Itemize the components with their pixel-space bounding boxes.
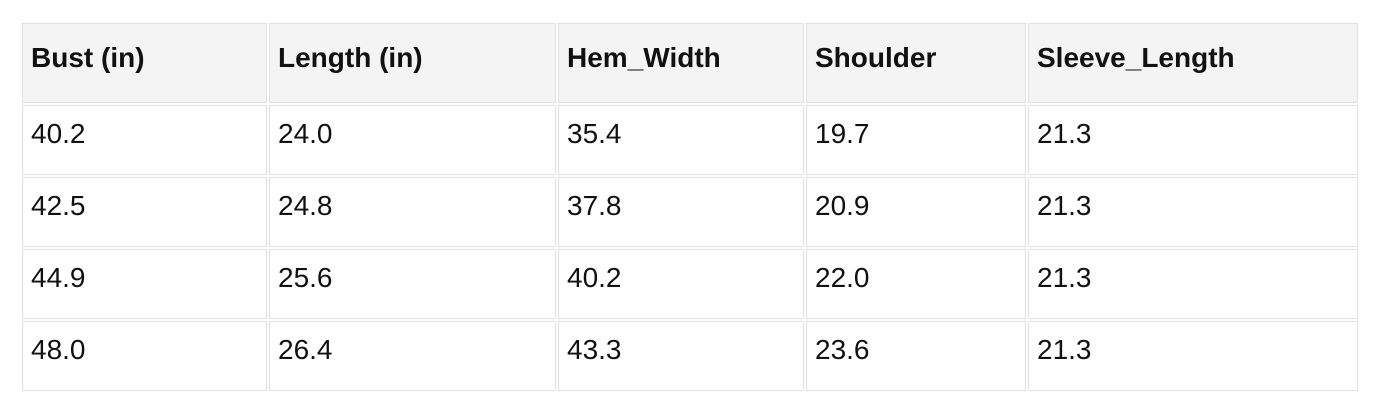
table-cell: 21.3	[1028, 177, 1358, 247]
header-cell-bust: Bust (in)	[22, 23, 267, 103]
table-cell: 24.0	[269, 105, 556, 175]
table-cell: 42.5	[22, 177, 267, 247]
table-cell: 24.8	[269, 177, 556, 247]
header-cell-sleeve-length: Sleeve_Length	[1028, 23, 1358, 103]
table-cell: 21.3	[1028, 105, 1358, 175]
table-cell: 48.0	[22, 321, 267, 391]
table-cell: 25.6	[269, 249, 556, 319]
header-cell-hem-width: Hem_Width	[558, 23, 804, 103]
table-cell: 21.3	[1028, 321, 1358, 391]
header-row: Bust (in) Length (in) Hem_Width Shoulder…	[22, 23, 1358, 103]
table-cell: 40.2	[22, 105, 267, 175]
table-cell: 22.0	[806, 249, 1026, 319]
table-cell: 40.2	[558, 249, 804, 319]
table-cell: 19.7	[806, 105, 1026, 175]
table-row: 44.9 25.6 40.2 22.0 21.3	[22, 249, 1358, 319]
table-cell: 26.4	[269, 321, 556, 391]
table-cell: 37.8	[558, 177, 804, 247]
table-cell: 21.3	[1028, 249, 1358, 319]
table-row: 42.5 24.8 37.8 20.9 21.3	[22, 177, 1358, 247]
table-cell: 35.4	[558, 105, 804, 175]
header-cell-length: Length (in)	[269, 23, 556, 103]
header-cell-shoulder: Shoulder	[806, 23, 1026, 103]
table-row: 48.0 26.4 43.3 23.6 21.3	[22, 321, 1358, 391]
table-cell: 43.3	[558, 321, 804, 391]
table-cell: 44.9	[22, 249, 267, 319]
table-cell: 20.9	[806, 177, 1026, 247]
table-row: 40.2 24.0 35.4 19.7 21.3	[22, 105, 1358, 175]
table-cell: 23.6	[806, 321, 1026, 391]
size-chart-table: Bust (in) Length (in) Hem_Width Shoulder…	[20, 21, 1360, 393]
